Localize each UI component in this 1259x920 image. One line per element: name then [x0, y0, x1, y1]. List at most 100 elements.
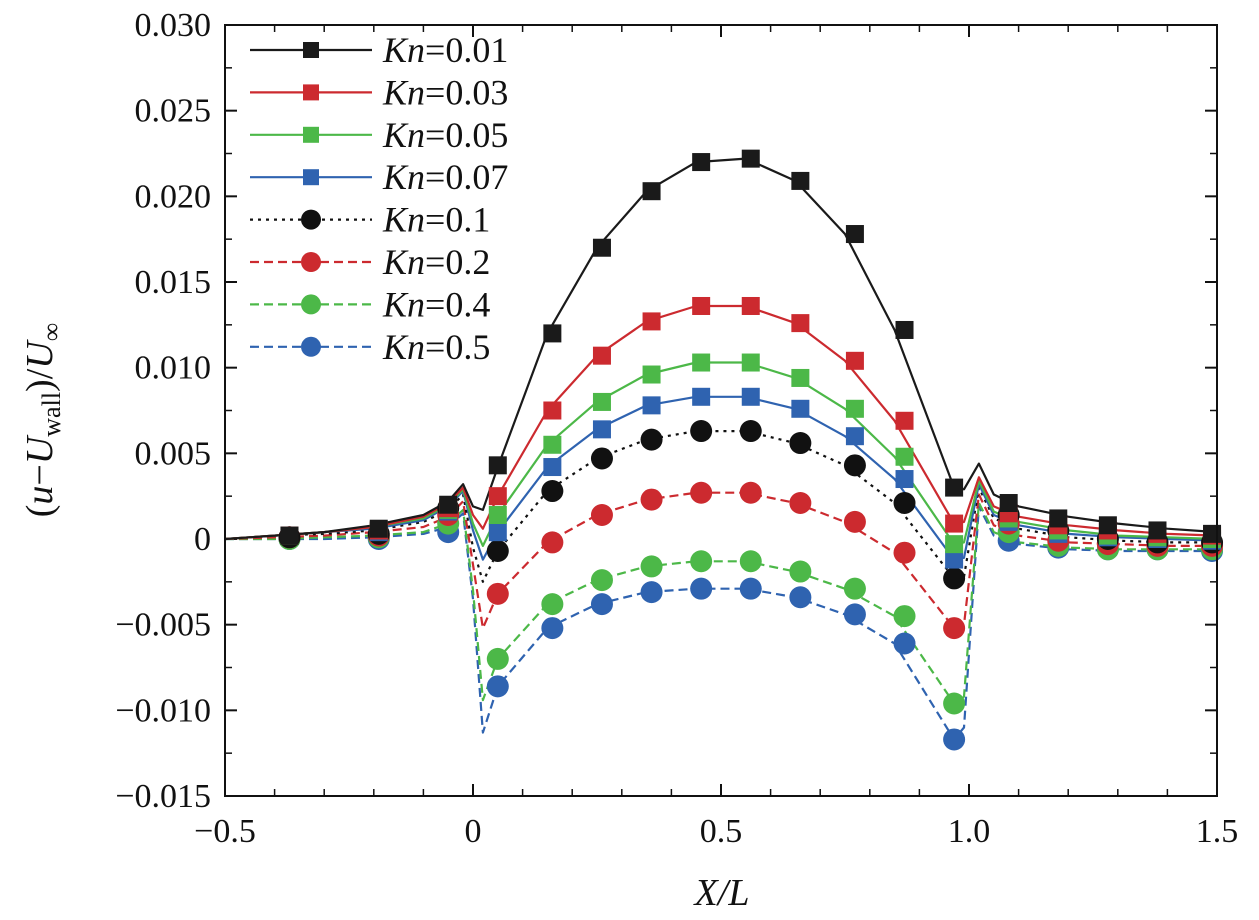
- y-tick-label: 0.015: [135, 264, 212, 301]
- data-point-circle: [893, 632, 916, 655]
- data-point-circle: [943, 692, 966, 715]
- y-title-u: u: [19, 486, 61, 505]
- data-point-circle: [739, 420, 762, 443]
- data-point-circle: [590, 569, 613, 592]
- y-title-Uinf: U: [19, 339, 61, 369]
- data-point-circle: [739, 481, 762, 504]
- legend-label-kn: Kn: [382, 327, 425, 367]
- series-line-kn-0-01: [224, 157, 1218, 541]
- y-axis-title: (u−Uwall)/U∞: [19, 323, 66, 518]
- legend-label: Kn=0.01: [382, 30, 508, 70]
- data-point-circle: [943, 617, 966, 640]
- y-tick-label: 0.030: [135, 7, 212, 44]
- legend-label-kn: Kn: [382, 72, 425, 112]
- data-point-square: [439, 495, 458, 514]
- series-line-kn-0-1: [224, 430, 1217, 583]
- data-point-square: [1148, 521, 1167, 540]
- legend-label-value: =0.07: [425, 157, 508, 197]
- legend-label: Kn=0.5: [382, 327, 490, 367]
- plot-frame: [224, 24, 1218, 797]
- y-tick-label: 0.005: [135, 435, 212, 472]
- y-tick-label: 0.010: [135, 350, 212, 387]
- y-title-wall: wall: [37, 392, 66, 437]
- data-point-circle: [486, 539, 509, 562]
- data-point-square: [895, 447, 914, 466]
- legend-label-kn: Kn: [382, 242, 425, 282]
- data-point-square: [999, 494, 1018, 513]
- data-point-circle: [541, 593, 564, 616]
- data-point-circle: [843, 603, 866, 626]
- data-point-circle: [690, 577, 713, 600]
- data-point-square: [845, 225, 864, 244]
- series-markers-kn-0-4: [278, 512, 1224, 715]
- y-title-inf: ∞: [37, 323, 66, 342]
- legend-label-kn: Kn: [382, 157, 425, 197]
- legend-label: Kn=0.1: [382, 200, 490, 240]
- data-point-square: [741, 149, 760, 168]
- legend-item-kn-0-4: Kn=0.4: [250, 284, 490, 324]
- data-point-circle: [893, 541, 916, 564]
- data-point-square: [895, 411, 914, 430]
- data-point-circle: [541, 531, 564, 554]
- data-point-square: [895, 320, 914, 339]
- axis-ticks: [224, 24, 1218, 797]
- legend-item-kn-0-03: Kn=0.03: [250, 72, 508, 112]
- data-point-circle: [640, 581, 663, 604]
- data-point-square: [303, 42, 319, 58]
- x-tick-label: 1.5: [1196, 813, 1239, 850]
- data-point-square: [303, 84, 319, 101]
- x-tick-label: 0.5: [700, 813, 743, 850]
- data-point-circle: [893, 492, 916, 515]
- data-point-square: [303, 169, 319, 186]
- data-point-square: [592, 238, 611, 257]
- series-line-kn-0-03: [224, 304, 1218, 541]
- y-tick-label: −0.015: [115, 778, 211, 815]
- x-axis-title: X/L: [693, 872, 750, 914]
- data-point-circle: [843, 510, 866, 533]
- data-point-circle: [486, 647, 509, 670]
- legend-label: Kn=0.05: [382, 115, 508, 155]
- legend-label: Kn=0.03: [382, 72, 508, 112]
- data-point-circle: [301, 209, 321, 230]
- y-title-open: (: [19, 505, 61, 518]
- data-point-circle: [301, 252, 321, 272]
- data-point-square: [1049, 509, 1068, 528]
- data-point-circle: [486, 582, 509, 605]
- y-title-mid: )/: [19, 368, 61, 392]
- data-point-square: [945, 535, 964, 554]
- data-point-circle: [640, 488, 663, 511]
- y-tick-label: 0.025: [135, 93, 212, 130]
- legend-item-kn-0-01: Kn=0.01: [250, 30, 508, 70]
- data-point-circle: [541, 480, 564, 503]
- legend-label-value: =0.01: [425, 30, 508, 70]
- data-point-square: [543, 435, 562, 454]
- legend-item-kn-0-05: Kn=0.05: [250, 115, 508, 155]
- y-title-U: U: [19, 434, 61, 464]
- data-point-square: [642, 365, 661, 384]
- series-markers-kn-0-05: [280, 353, 1222, 554]
- data-point-circle: [640, 428, 663, 451]
- data-point-circle: [486, 675, 509, 698]
- data-point-square: [642, 312, 661, 331]
- data-point-circle: [789, 586, 812, 609]
- data-point-square: [592, 346, 611, 365]
- data-point-circle: [590, 593, 613, 616]
- data-point-square: [845, 399, 864, 418]
- data-point-square: [845, 351, 864, 370]
- data-point-circle: [789, 492, 812, 515]
- legend-item-kn-0-5: Kn=0.5: [250, 327, 490, 367]
- data-point-square: [488, 506, 507, 525]
- data-point-square: [945, 550, 964, 569]
- series-line-kn-0-05: [224, 361, 1218, 548]
- data-point-circle: [541, 617, 564, 640]
- data-point-circle: [590, 504, 613, 527]
- legend-label-value: =0.2: [425, 242, 490, 282]
- data-point-square: [791, 399, 810, 418]
- series-markers-kn-0-07: [280, 387, 1222, 569]
- x-tick-label: 0: [465, 813, 482, 850]
- legend-label: Kn=0.4: [382, 284, 490, 324]
- data-point-circle: [590, 447, 613, 470]
- data-point-square: [945, 478, 964, 497]
- data-point-square: [791, 171, 810, 190]
